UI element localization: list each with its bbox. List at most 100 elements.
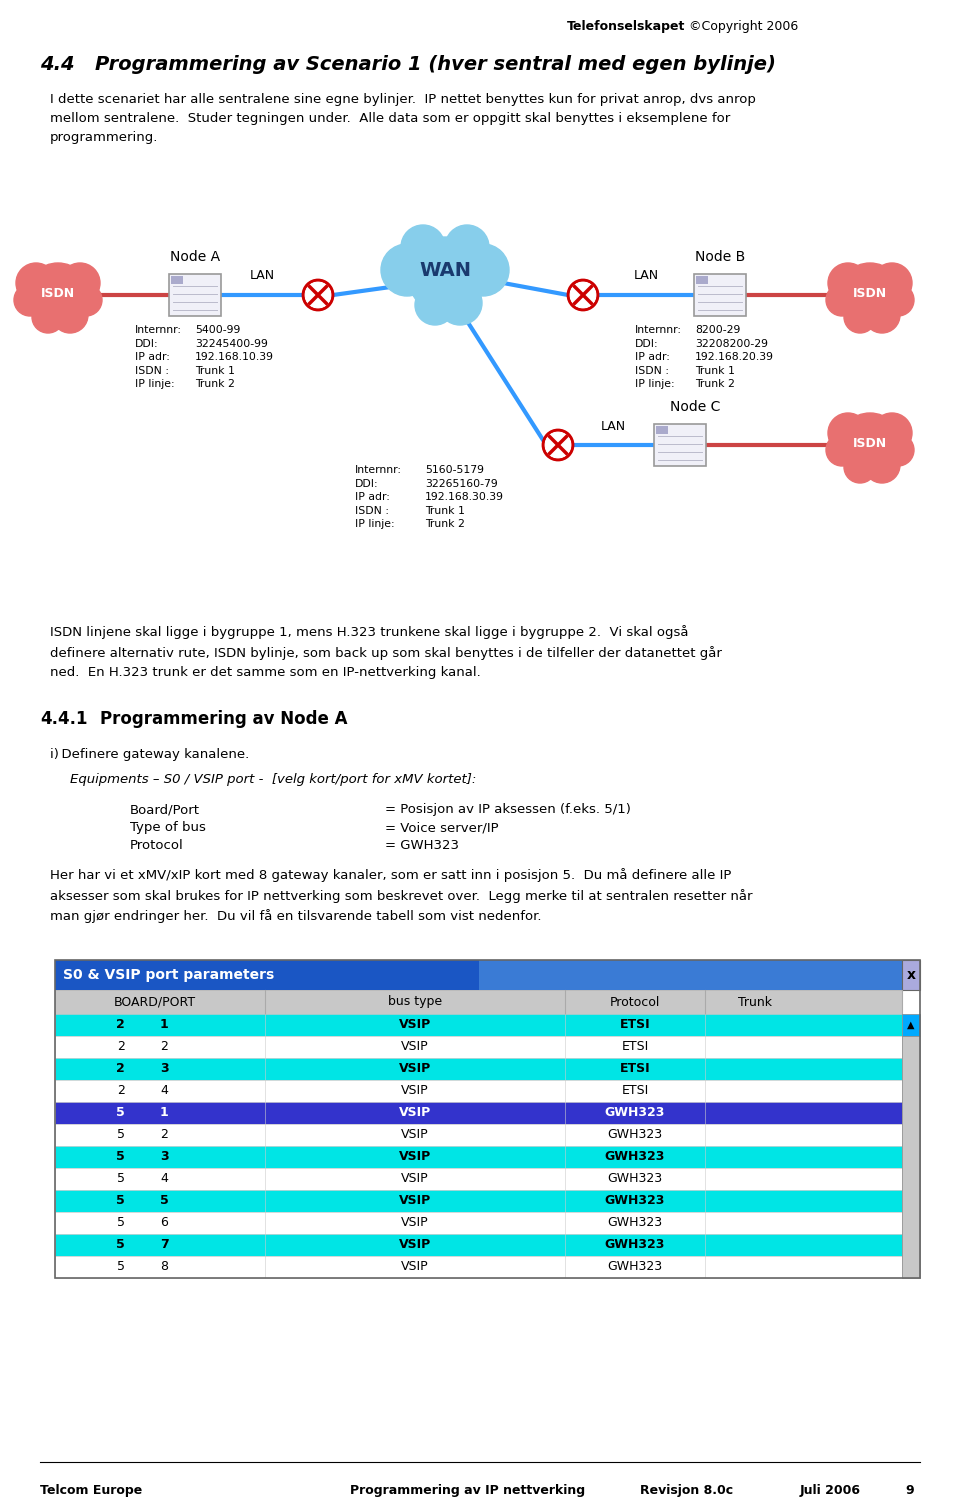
Text: DDI:: DDI: <box>355 478 378 489</box>
Text: Programmering av IP nettverking: Programmering av IP nettverking <box>350 1484 586 1498</box>
Circle shape <box>882 283 914 316</box>
FancyBboxPatch shape <box>656 426 668 435</box>
FancyBboxPatch shape <box>169 274 221 316</box>
Text: 9: 9 <box>905 1484 914 1498</box>
Text: I dette scenariet har alle sentralene sine egne bylinjer.  IP nettet benyttes ku: I dette scenariet har alle sentralene si… <box>50 93 756 144</box>
Text: 8200-29: 8200-29 <box>695 325 740 334</box>
Circle shape <box>401 225 445 268</box>
FancyBboxPatch shape <box>55 1058 902 1079</box>
Text: IP linje:: IP linje: <box>355 519 395 529</box>
Text: Protocol: Protocol <box>610 995 660 1009</box>
FancyBboxPatch shape <box>55 1102 902 1124</box>
Text: 3: 3 <box>160 1151 169 1163</box>
FancyBboxPatch shape <box>55 1256 902 1279</box>
Text: Internnr:: Internnr: <box>135 325 182 334</box>
Text: VSIP: VSIP <box>401 1217 429 1229</box>
Text: = GWH323: = GWH323 <box>385 839 459 851</box>
Text: 4: 4 <box>160 1172 168 1186</box>
Text: 2: 2 <box>116 1018 125 1031</box>
Text: ISDN: ISDN <box>41 286 75 300</box>
Text: WAN: WAN <box>419 261 471 279</box>
Circle shape <box>570 282 596 307</box>
Text: LAN: LAN <box>600 420 626 433</box>
Text: IP adr:: IP adr: <box>355 492 390 502</box>
Text: Trunk 2: Trunk 2 <box>195 379 235 390</box>
Text: 5: 5 <box>117 1129 125 1142</box>
Text: Trunk 1: Trunk 1 <box>195 366 235 376</box>
Text: GWH323: GWH323 <box>608 1129 662 1142</box>
Text: Trunk 2: Trunk 2 <box>425 519 465 529</box>
FancyBboxPatch shape <box>55 1168 902 1190</box>
Circle shape <box>303 280 333 310</box>
Text: 5: 5 <box>116 1106 125 1120</box>
Text: IP adr:: IP adr: <box>635 352 670 361</box>
Text: 192.168.10.39: 192.168.10.39 <box>195 352 274 361</box>
Text: 5: 5 <box>117 1261 125 1274</box>
Text: ISDN: ISDN <box>852 436 887 450</box>
Text: GWH323: GWH323 <box>608 1261 662 1274</box>
Circle shape <box>26 262 90 327</box>
Text: VSIP: VSIP <box>401 1084 429 1097</box>
Text: 5: 5 <box>116 1238 125 1252</box>
Text: = Voice server/IP: = Voice server/IP <box>385 821 498 833</box>
Text: 5: 5 <box>160 1195 169 1208</box>
Text: VSIP: VSIP <box>398 1238 431 1252</box>
FancyBboxPatch shape <box>478 959 902 989</box>
Circle shape <box>864 297 900 333</box>
Text: ETSI: ETSI <box>621 1084 649 1097</box>
Text: 5: 5 <box>116 1151 125 1163</box>
Text: 2: 2 <box>116 1063 125 1075</box>
Circle shape <box>826 435 858 466</box>
Text: 32265160-79: 32265160-79 <box>425 478 497 489</box>
Text: DDI:: DDI: <box>635 339 659 348</box>
Circle shape <box>32 301 64 333</box>
Text: S0 & VSIP port parameters: S0 & VSIP port parameters <box>63 968 275 982</box>
FancyBboxPatch shape <box>902 1036 920 1279</box>
Text: LAN: LAN <box>250 268 275 282</box>
Text: 5: 5 <box>117 1172 125 1186</box>
Text: 5: 5 <box>117 1217 125 1229</box>
FancyBboxPatch shape <box>55 1036 902 1058</box>
Text: Trunk 1: Trunk 1 <box>425 505 465 516</box>
Text: VSIP: VSIP <box>398 1018 431 1031</box>
Text: bus type: bus type <box>388 995 442 1009</box>
Text: Revisjon 8.0c: Revisjon 8.0c <box>640 1484 733 1498</box>
Text: ISDN :: ISDN : <box>635 366 669 376</box>
Circle shape <box>872 414 912 453</box>
Text: Internnr:: Internnr: <box>635 325 682 334</box>
FancyBboxPatch shape <box>654 424 706 466</box>
Text: LAN: LAN <box>634 268 659 282</box>
Text: x: x <box>906 968 916 982</box>
Text: Programmering av Node A: Programmering av Node A <box>100 711 348 729</box>
Text: Trunk: Trunk <box>738 995 772 1009</box>
Text: 4.4: 4.4 <box>40 55 75 73</box>
Text: BOARD/PORT: BOARD/PORT <box>114 995 196 1009</box>
Text: VSIP: VSIP <box>398 1063 431 1075</box>
Text: GWH323: GWH323 <box>608 1217 662 1229</box>
Text: Telcom Europe: Telcom Europe <box>40 1484 142 1498</box>
FancyBboxPatch shape <box>55 1013 902 1036</box>
Text: Internnr:: Internnr: <box>355 465 402 475</box>
Text: Board/Port: Board/Port <box>130 803 200 815</box>
FancyBboxPatch shape <box>902 959 920 989</box>
Text: DDI:: DDI: <box>135 339 158 348</box>
FancyBboxPatch shape <box>55 1234 902 1256</box>
Text: VSIP: VSIP <box>401 1172 429 1186</box>
Circle shape <box>828 262 868 303</box>
Circle shape <box>838 262 902 327</box>
Text: VSIP: VSIP <box>401 1261 429 1274</box>
Text: Equipments – S0 / VSIP port -  [velg kort/port for xMV kortet]:: Equipments – S0 / VSIP port - [velg kort… <box>70 773 476 785</box>
Text: VSIP: VSIP <box>398 1106 431 1120</box>
Text: 5160-5179: 5160-5179 <box>425 465 484 475</box>
Text: Node A: Node A <box>170 250 220 264</box>
Circle shape <box>828 414 868 453</box>
Text: ©Copyright 2006: ©Copyright 2006 <box>685 19 799 33</box>
Text: 6: 6 <box>160 1217 168 1229</box>
Circle shape <box>864 447 900 483</box>
Circle shape <box>52 297 88 333</box>
Text: GWH323: GWH323 <box>605 1106 665 1120</box>
Text: Programmering av Scenario 1 (hver sentral med egen bylinje): Programmering av Scenario 1 (hver sentra… <box>95 55 776 73</box>
Circle shape <box>543 430 573 460</box>
Text: IP adr:: IP adr: <box>135 352 170 361</box>
Circle shape <box>381 244 433 295</box>
